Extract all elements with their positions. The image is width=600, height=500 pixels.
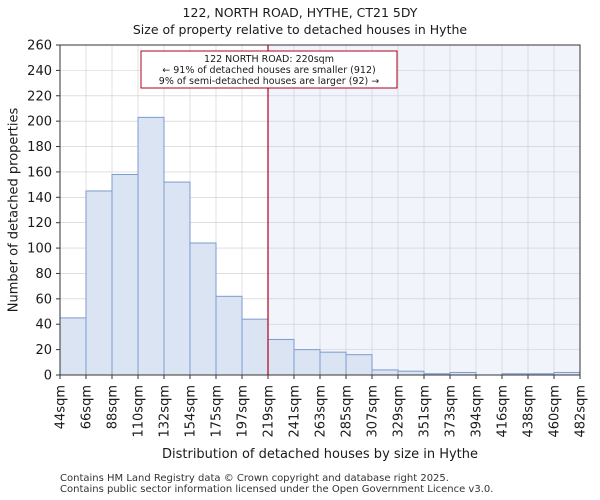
x-axis-label: Distribution of detached houses by size … [162,447,478,462]
y-tick-label: 20 [35,343,52,358]
y-axis-label: Number of detached properties [7,108,22,313]
histogram-bar-329sqm [397,370,425,376]
y-tick-label: 40 [35,318,52,333]
x-tick-label: 197sqm [236,385,251,438]
footer-line-2: Contains public sector information licen… [60,484,494,495]
x-tick-label: 351sqm [418,385,433,438]
x-tick-label: 373sqm [444,385,459,438]
x-tick-label: 66sqm [80,385,95,429]
x-tick-label: 110sqm [132,385,147,438]
y-tick-label: 260 [27,39,52,54]
histogram-bar-197sqm [241,318,269,376]
x-tick-label: 460sqm [548,385,563,438]
histogram-bar-44sqm [59,317,87,376]
histogram-bar-132sqm [163,181,191,376]
y-tick-label: 100 [27,242,52,257]
annotation-line-1: 122 NORTH ROAD: 220sqm [204,54,334,65]
y-tick-label: 120 [27,216,52,231]
x-tick-label: 88sqm [106,385,121,429]
x-tick-label: 44sqm [54,385,69,429]
histogram-bar-285sqm [345,354,373,376]
x-tick-label: 307sqm [366,385,381,438]
histogram-bar-175sqm [215,295,243,376]
y-tick-label: 160 [27,165,52,180]
property-annotation: 122 NORTH ROAD: 220sqm ← 91% of detached… [140,50,398,89]
x-tick-label: 154sqm [184,385,199,438]
x-tick-label: 394sqm [470,385,485,438]
x-tick-label: 329sqm [392,385,407,438]
footer-line-1: Contains HM Land Registry data © Crown c… [60,473,449,484]
x-tick-label: 132sqm [158,385,173,438]
y-tick-label: 180 [27,140,52,155]
x-tick-label: 263sqm [314,385,329,438]
x-tick-label: 241sqm [288,385,303,438]
histogram-bar-66sqm [85,190,113,376]
x-tick-label: 219sqm [262,385,277,438]
x-tick-label: 482sqm [574,385,589,438]
chart-subtitle: Size of property relative to detached ho… [132,22,468,37]
histogram-bar-219sqm [267,338,295,376]
x-tick-label: 438sqm [522,385,537,438]
y-tick-label: 240 [27,64,52,79]
histogram-bar-241sqm [293,349,321,376]
histogram-bar-88sqm [111,173,139,376]
histogram-bar-110sqm [137,116,165,376]
histogram-bar-154sqm [189,242,217,376]
y-tick-label: 0 [44,369,52,384]
histogram-bar-307sqm [371,369,399,376]
y-tick-label: 200 [27,115,52,130]
x-tick-label: 175sqm [210,385,225,438]
y-tick-label: 140 [27,191,52,206]
y-tick-label: 80 [35,267,52,282]
x-tick-label: 285sqm [340,385,355,438]
annotation-line-2: ← 91% of detached houses are smaller (91… [162,65,375,76]
annotation-line-3: 9% of semi-detached houses are larger (9… [159,76,379,87]
histogram-bar-263sqm [319,351,347,376]
x-tick-label: 416sqm [496,385,511,438]
y-tick-label: 220 [27,89,52,104]
y-tick-label: 60 [35,292,52,307]
chart-title: 122, NORTH ROAD, HYTHE, CT21 5DY [182,5,418,20]
